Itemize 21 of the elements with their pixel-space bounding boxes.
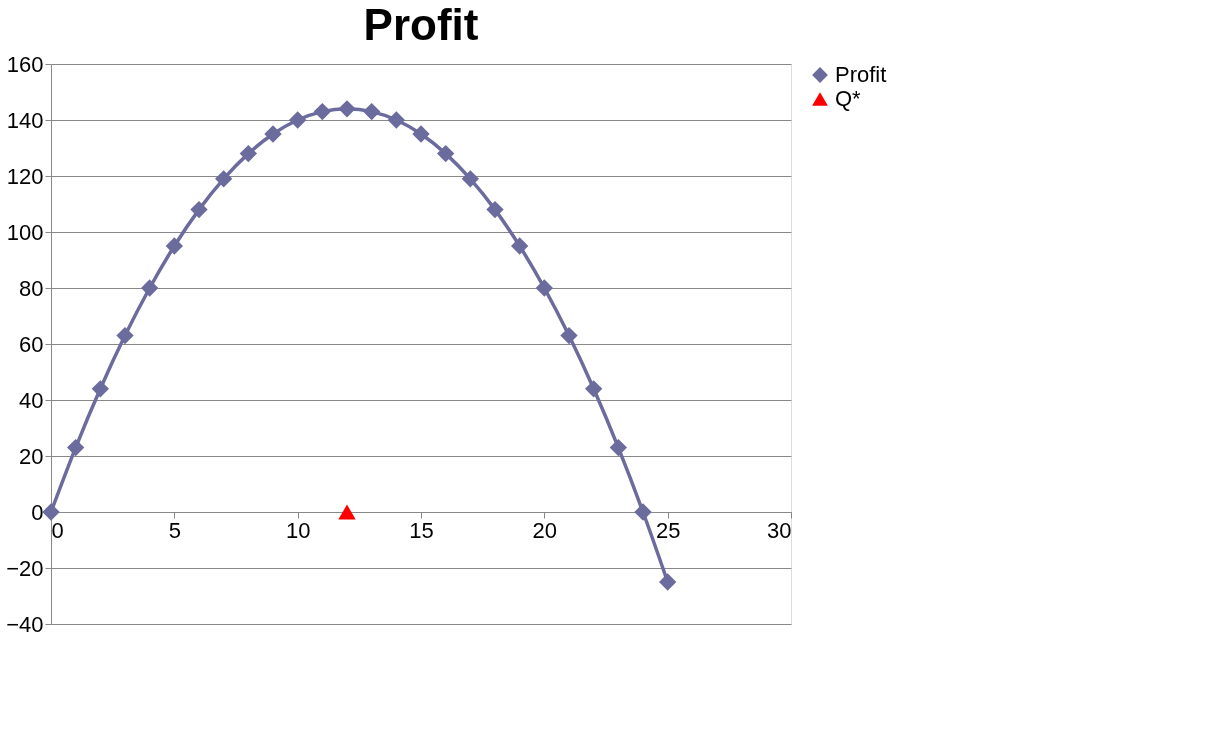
y-tick-label: 20 [19,443,44,469]
x-tick-label: 25 [655,517,681,543]
y-tick-label: 60 [19,331,44,357]
y-tick-label: 160 [6,51,44,77]
y-tick-label: −20 [6,555,44,581]
legend-label: Profit [835,62,887,87]
x-tick-label: 0 [51,517,64,543]
x-tick-label: 15 [409,517,434,543]
chart-title: Profit [363,0,479,49]
legend-label: Q* [835,86,862,111]
x-tick-label: 5 [168,517,181,543]
y-tick-label: 80 [19,275,44,301]
y-tick-label: −40 [6,611,44,637]
x-tick-label: 30 [767,517,792,543]
y-tick-label: 100 [6,219,44,245]
x-tick-label: 10 [285,517,311,543]
x-tick-label: 20 [532,517,558,543]
y-tick-label: 40 [19,387,44,413]
y-tick-label: 0 [31,499,44,525]
y-tick-label: 140 [6,107,44,133]
y-tick-label: 120 [6,163,44,189]
